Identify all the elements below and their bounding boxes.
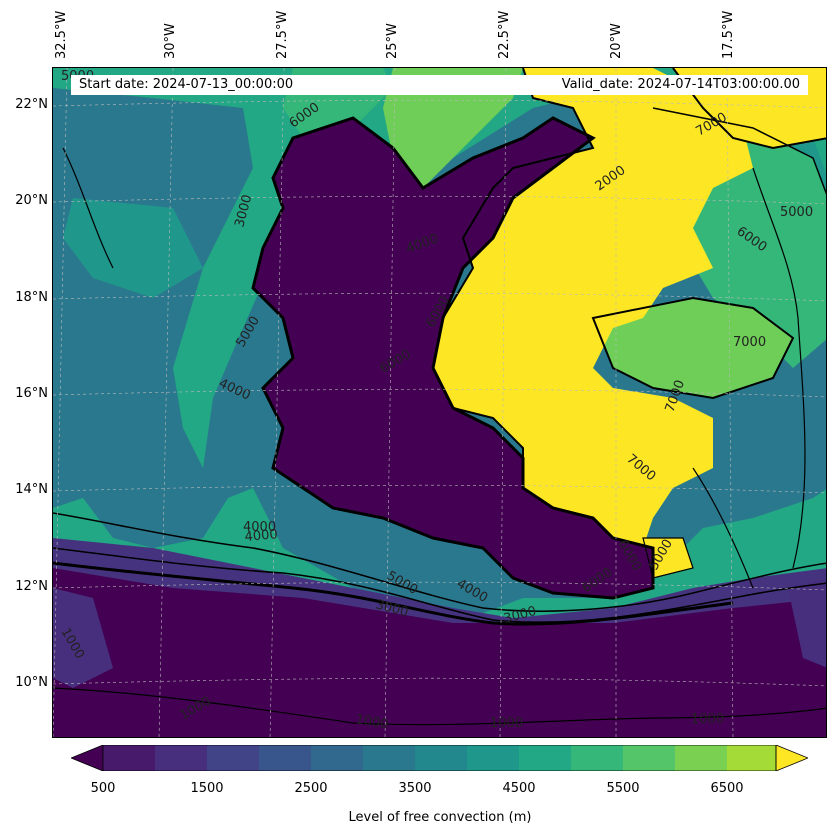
- colorbar: [69, 744, 810, 772]
- contour-line: [431, 68, 595, 488]
- colorbar-tick-label: 2500: [294, 781, 328, 796]
- lat-label: 20°N: [15, 193, 48, 208]
- lat-label: 14°N: [15, 482, 48, 497]
- colorbar-tick-label: 3500: [398, 781, 432, 796]
- colorbar-tick-label: 4500: [502, 781, 536, 796]
- field-midhigh-patch: [63, 198, 203, 298]
- contour-label: 1000: [354, 712, 389, 733]
- lon-label: 30°W: [163, 23, 178, 59]
- gridline: [158, 68, 174, 737]
- colorbar-bin: [467, 745, 519, 771]
- lon-label: 20°W: [609, 23, 624, 59]
- contour-label: 5000: [780, 205, 813, 220]
- colorbar-bin: [571, 745, 623, 771]
- colorbar-bin: [415, 745, 467, 771]
- colorbar-label: Level of free convection (m): [348, 810, 532, 825]
- gridline: [53, 195, 826, 205]
- valid-date-label: Valid_date: 2024-07-14T03:00:00.00: [561, 77, 800, 92]
- colorbar-bin: [311, 745, 363, 771]
- contour-label: 1000: [490, 716, 523, 731]
- contour-line: [53, 561, 734, 626]
- colorbar-bin: [363, 745, 415, 771]
- lon-label: 25°W: [385, 23, 400, 59]
- map-panel: 5000 6000 7000 6000 5000 2000 7000 6000 …: [52, 67, 827, 738]
- field-deep-south: [53, 568, 826, 737]
- colorbar-bin: [103, 745, 155, 771]
- lon-label: 22.5°W: [497, 10, 512, 59]
- gridline: [499, 68, 507, 737]
- gridline: [53, 99, 826, 109]
- filled-contour-map: 5000 6000 7000 6000 5000 2000 7000 6000 …: [53, 68, 826, 737]
- contour-label: 1000: [691, 712, 724, 727]
- contour-line: [652, 107, 826, 195]
- colorbar-extend-high: [775, 744, 810, 772]
- lon-label: 32.5°W: [54, 10, 69, 59]
- date-info-box: Start date: 2024-07-13_00:00:00 Valid_da…: [71, 75, 808, 95]
- lat-label: 16°N: [15, 386, 48, 401]
- colorbar-bin: [207, 745, 259, 771]
- field-high: [383, 68, 523, 188]
- colorbar-bin: [155, 745, 207, 771]
- gridline: [53, 484, 826, 494]
- start-date-label: Start date: 2024-07-13_00:00:00: [79, 77, 294, 92]
- gridline: [53, 292, 826, 302]
- contour-line: [53, 547, 826, 623]
- colorbar-bin: [727, 745, 776, 771]
- colorbar-bin: [519, 745, 571, 771]
- contour-label: 4000: [244, 527, 278, 545]
- lon-label: 27.5°W: [275, 10, 290, 59]
- gridline: [384, 68, 396, 737]
- lat-label: 10°N: [15, 675, 48, 690]
- gridline: [53, 68, 68, 737]
- contour-label: 4000: [243, 520, 276, 535]
- contour-line: [642, 537, 694, 579]
- contour-line: [591, 296, 795, 400]
- contour-line: [62, 147, 114, 269]
- colorbar-tick-label: 500: [90, 781, 116, 796]
- colorbar-bin: [623, 745, 675, 771]
- field-deep: [253, 118, 653, 598]
- contour-line: [752, 167, 806, 569]
- gridline: [53, 388, 826, 398]
- field-high: [593, 298, 793, 398]
- contour-line: [692, 467, 754, 589]
- colorbar-svg: [69, 744, 810, 772]
- colorbar-tick-label: 1500: [190, 781, 224, 796]
- graticule: [53, 68, 826, 737]
- lat-label: 18°N: [15, 290, 48, 305]
- contour-label: 7000: [733, 335, 766, 350]
- colorbar-bin: [259, 745, 311, 771]
- lat-label: 12°N: [15, 579, 48, 594]
- gridline: [269, 68, 285, 737]
- colorbar-tick-label: 6500: [710, 781, 744, 796]
- field-top: [643, 538, 693, 578]
- contour-lines: [53, 68, 826, 726]
- field-lowband: [53, 588, 113, 688]
- colorbar-extend-low: [69, 744, 104, 772]
- field-lowband: [788, 578, 826, 668]
- contour-line: [53, 687, 826, 726]
- contour-line: [251, 116, 655, 600]
- lat-label: 22°N: [15, 97, 48, 112]
- colorbar-tick-label: 5500: [606, 781, 640, 796]
- gridline: [726, 68, 734, 737]
- gridline: [53, 581, 826, 591]
- contour-line: [53, 512, 826, 612]
- colorbar-bin: [675, 745, 727, 771]
- gridline: [53, 677, 826, 687]
- lon-label: 17.5°W: [721, 10, 736, 59]
